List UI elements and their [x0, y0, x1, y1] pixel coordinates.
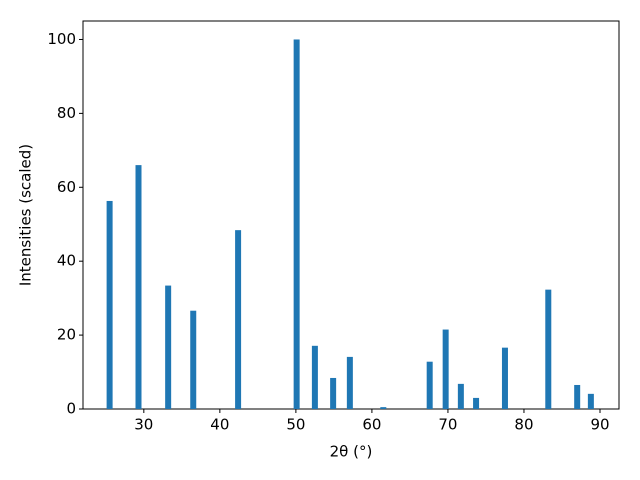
- bar: [426, 361, 433, 409]
- x-axis-label: 2θ (°): [330, 443, 373, 461]
- bar: [574, 384, 581, 409]
- x-tick-label: 80: [514, 416, 533, 434]
- y-tick-label: 40: [57, 252, 76, 270]
- bar: [235, 230, 242, 409]
- x-tick-label: 90: [590, 416, 609, 434]
- bar: [473, 397, 480, 409]
- bar: [442, 329, 449, 409]
- bar: [501, 347, 508, 409]
- bar: [293, 39, 300, 409]
- x-tick-label: 30: [134, 416, 153, 434]
- x-tick-label: 60: [362, 416, 381, 434]
- y-tick-label: 20: [57, 326, 76, 344]
- bar: [587, 393, 594, 409]
- plot-frame: [82, 20, 620, 410]
- bar: [457, 383, 464, 409]
- y-tick-label: 60: [57, 178, 76, 196]
- y-tick-label: 0: [66, 400, 76, 418]
- x-tick-label: 50: [286, 416, 305, 434]
- bar: [380, 407, 387, 409]
- bar: [311, 345, 318, 409]
- bar: [545, 289, 552, 409]
- bar: [165, 285, 172, 409]
- bar: [346, 356, 353, 409]
- y-tick-label: 80: [57, 104, 76, 122]
- y-axis-label: Intensities (scaled): [17, 144, 35, 286]
- x-tick-label: 40: [210, 416, 229, 434]
- y-tick-label: 100: [47, 30, 76, 48]
- x-tick-label: 70: [438, 416, 457, 434]
- bar: [190, 310, 197, 409]
- bar: [106, 200, 113, 409]
- bar: [135, 165, 142, 409]
- bar: [330, 377, 337, 409]
